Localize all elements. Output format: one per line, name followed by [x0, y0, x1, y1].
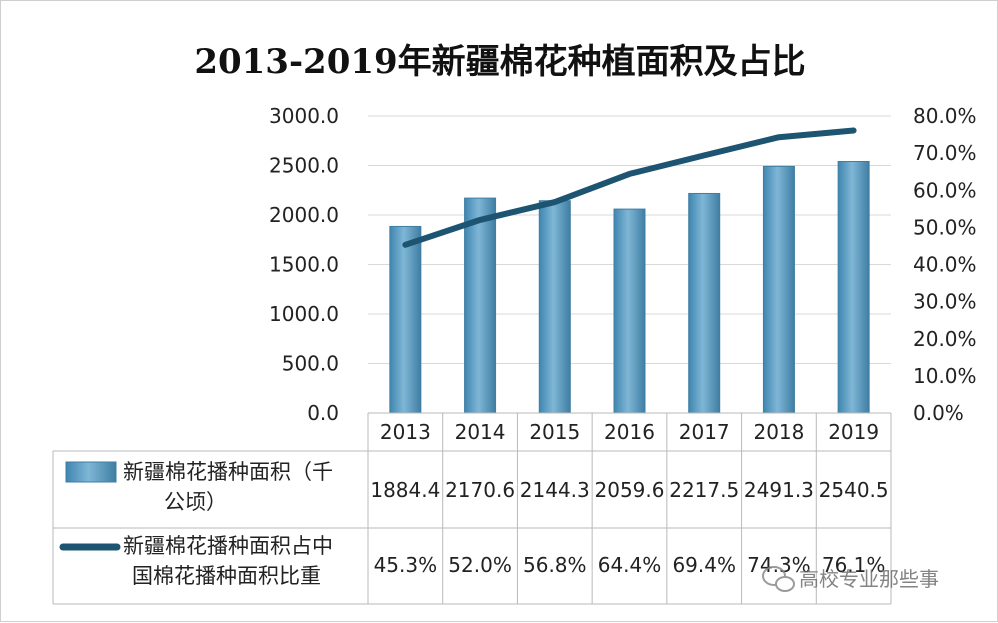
left-tick-label: 2000.0: [269, 203, 339, 227]
right-tick-label: 40.0%: [913, 253, 977, 277]
table-cell-area: 2217.5: [669, 478, 739, 502]
table-cell-share: 69.4%: [672, 553, 736, 577]
left-tick-label: 1000.0: [269, 302, 339, 326]
table-cell-area: 1884.4: [370, 478, 440, 502]
legend-line-label-line1: 新疆棉花播种面积占中: [123, 534, 333, 558]
legend-line-label-line2: 国棉花播种面积比重: [132, 564, 321, 588]
chart-title: 2013-2019年新疆棉花种植面积及占比: [194, 42, 805, 82]
category-label: 2014: [455, 420, 506, 444]
category-label: 2015: [529, 420, 580, 444]
legend-bar-swatch: [66, 462, 116, 482]
left-tick-label: 0.0: [307, 401, 339, 425]
right-tick-label: 60.0%: [913, 178, 977, 202]
bar-2013: [390, 226, 421, 413]
category-label: 2016: [604, 420, 655, 444]
table-cell-share: 64.4%: [598, 553, 662, 577]
bar-2016: [614, 209, 645, 413]
category-label: 2019: [828, 420, 879, 444]
left-tick-label: 500.0: [282, 352, 339, 376]
table-cell-area: 2170.6: [445, 478, 515, 502]
table-cell-area: 2540.5: [819, 478, 889, 502]
bar-2019: [838, 161, 869, 413]
right-axis-ticks: 0.0% 10.0% 20.0% 30.0% 40.0% 50.0% 60.0% 70.0% 8…: [913, 104, 977, 425]
right-tick-label: 0.0%: [913, 401, 964, 425]
right-tick-label: 10.0%: [913, 364, 977, 388]
table-cell-share: 45.3%: [374, 553, 438, 577]
watermark-text: 高校专业那些事: [799, 567, 939, 591]
left-tick-label: 1500.0: [269, 253, 339, 277]
category-label: 2018: [753, 420, 804, 444]
legend-bar-label-line2: 公顷）: [164, 490, 227, 514]
right-tick-label: 30.0%: [913, 290, 977, 314]
bar-2017: [689, 193, 720, 413]
right-tick-label: 20.0%: [913, 327, 977, 351]
table-cell-area: 2491.3: [744, 478, 814, 502]
table-cell-share: 56.8%: [523, 553, 587, 577]
table-cell-share: 52.0%: [448, 553, 512, 577]
bar-2014: [465, 198, 496, 413]
right-tick-label: 80.0%: [913, 104, 977, 128]
left-tick-label: 3000.0: [269, 104, 339, 128]
category-label: 2013: [380, 420, 431, 444]
bars: [390, 161, 869, 413]
left-axis-ticks: 0.0 500.0 1000.0 1500.0 2000.0 2500.0 3000.0: [269, 104, 339, 425]
right-tick-label: 50.0%: [913, 215, 977, 239]
legend-bar-label-line1: 新疆棉花播种面积（千: [123, 460, 333, 484]
bar-2018: [763, 166, 794, 413]
bar-2015: [539, 201, 570, 413]
left-tick-label: 2500.0: [269, 154, 339, 178]
category-label: 2017: [679, 420, 730, 444]
table-cell-area: 2059.6: [595, 478, 665, 502]
table-cell-area: 2144.3: [520, 478, 590, 502]
right-tick-label: 70.0%: [913, 141, 977, 165]
